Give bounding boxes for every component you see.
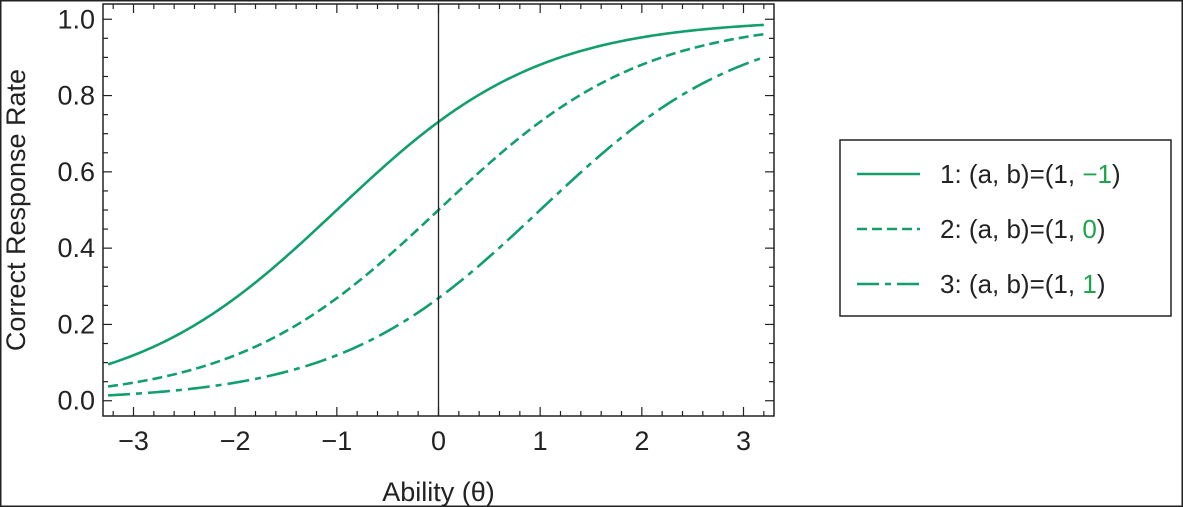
- x-tick-label: −2: [220, 426, 251, 456]
- legend-entry-suffix: ): [1097, 214, 1106, 244]
- series-line-2: [107, 32, 765, 388]
- x-tick-label: −1: [321, 426, 352, 456]
- legend-entry-highlight: 1: [1082, 269, 1096, 299]
- legend-entry-3: 3: (a, b)=(1, 1): [940, 269, 1105, 299]
- legend-entry-suffix: ): [1112, 159, 1121, 189]
- x-tick-label: 1: [533, 426, 548, 456]
- y-tick-label: 0.0: [57, 386, 95, 416]
- y-axis-label: Correct Response Rate: [1, 69, 31, 351]
- x-tick-label: 3: [736, 426, 751, 456]
- series-line-1: [107, 23, 764, 366]
- legend-entry-2: 2: (a, b)=(1, 0): [940, 214, 1105, 244]
- legend-entry-1: 1: (a, b)=(1, −1): [940, 159, 1121, 189]
- series-line-3: [108, 56, 765, 397]
- legend-entry-suffix: ): [1097, 269, 1106, 299]
- legend-entry-prefix: 2: (a, b)=(1,: [940, 214, 1082, 244]
- y-tick-label: 1.0: [57, 4, 95, 34]
- legend-entry-highlight: −1: [1082, 159, 1112, 189]
- legend-entry-prefix: 1: (a, b)=(1,: [940, 159, 1082, 189]
- y-tick-label: 0.6: [57, 157, 95, 187]
- x-tick-label: 0: [431, 426, 446, 456]
- x-tick-label: −3: [118, 426, 149, 456]
- legend: 1: (a, b)=(1, −1)2: (a, b)=(1, 0)3: (a, …: [839, 139, 1172, 317]
- legend-entry-highlight: 0: [1082, 214, 1096, 244]
- legend-entry-prefix: 3: (a, b)=(1,: [940, 269, 1082, 299]
- x-tick-label: 2: [634, 426, 649, 456]
- x-axis-label: Ability (θ): [382, 477, 495, 507]
- y-tick-label: 0.4: [57, 233, 95, 263]
- y-tick-label: 0.8: [57, 81, 95, 111]
- y-tick-label: 0.2: [57, 309, 95, 339]
- plot-area: 0.0 0.2 0.4 0.6 0.8 1.0 −3 −2 −1 0 1 2 3 Ability (θ) C…: [1, 3, 775, 507]
